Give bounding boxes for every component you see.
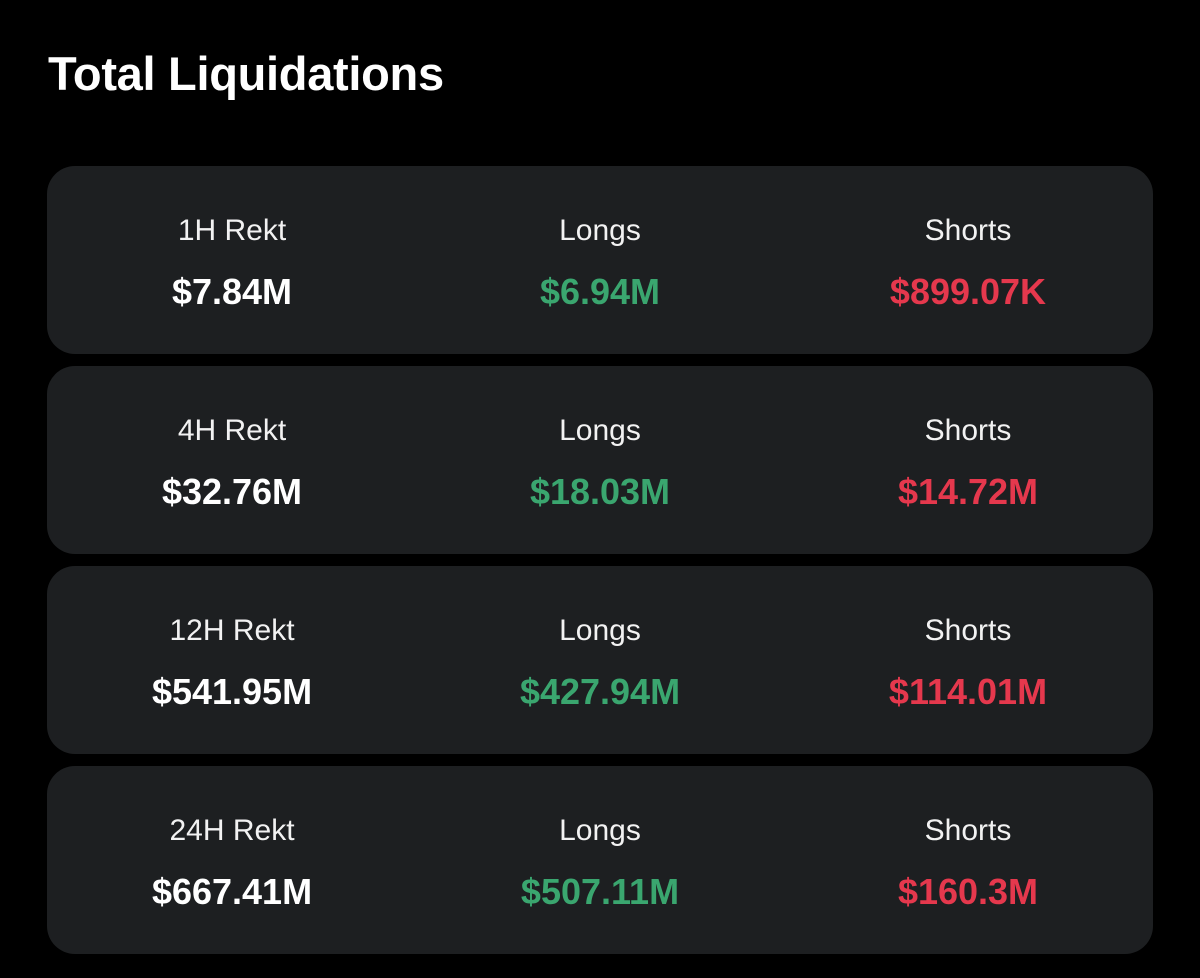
- longs-value: $6.94M: [539, 271, 661, 312]
- shorts-label: Shorts: [924, 614, 1012, 647]
- page-title: Total Liquidations: [48, 47, 444, 100]
- liquidation-card-12h: 12H Rekt $541.95M Longs $427.94M Shorts …: [47, 566, 1153, 754]
- liquidation-card-1h: 1H Rekt $7.84M Longs $6.94M Shorts $899.…: [47, 166, 1153, 354]
- liquidation-card-24h: 24H Rekt $667.41M Longs $507.11M Shorts …: [47, 766, 1153, 954]
- total-value: $32.76M: [161, 471, 303, 512]
- shorts-column: Shorts $160.3M: [783, 766, 1153, 914]
- total-column: 4H Rekt $32.76M: [47, 366, 417, 514]
- shorts-label: Shorts: [924, 414, 1012, 447]
- liquidation-cards: 1H Rekt $7.84M Longs $6.94M Shorts $899.…: [47, 166, 1153, 966]
- shorts-value: $114.01M: [888, 671, 1048, 712]
- total-column: 12H Rekt $541.95M: [47, 566, 417, 714]
- longs-column: Longs $18.03M: [417, 366, 783, 514]
- longs-column: Longs $6.94M: [417, 166, 783, 314]
- period-label: 24H Rekt: [169, 814, 295, 847]
- shorts-label: Shorts: [924, 214, 1012, 247]
- period-label: 1H Rekt: [177, 214, 287, 247]
- total-value: $667.41M: [151, 871, 313, 912]
- shorts-value: $160.3M: [897, 871, 1039, 912]
- longs-value: $18.03M: [529, 471, 671, 512]
- period-label: 12H Rekt: [169, 614, 295, 647]
- shorts-value: $899.07K: [889, 271, 1047, 312]
- total-column: 24H Rekt $667.41M: [47, 766, 417, 914]
- total-value: $541.95M: [151, 671, 313, 712]
- shorts-label: Shorts: [924, 814, 1012, 847]
- shorts-column: Shorts $14.72M: [783, 366, 1153, 514]
- total-column: 1H Rekt $7.84M: [47, 166, 417, 314]
- longs-column: Longs $507.11M: [417, 766, 783, 914]
- longs-label: Longs: [559, 614, 641, 647]
- total-value: $7.84M: [171, 271, 293, 312]
- shorts-column: Shorts $114.01M: [783, 566, 1153, 714]
- period-label: 4H Rekt: [177, 414, 287, 447]
- longs-value: $427.94M: [519, 671, 681, 712]
- liquidation-card-4h: 4H Rekt $32.76M Longs $18.03M Shorts $14…: [47, 366, 1153, 554]
- shorts-value: $14.72M: [897, 471, 1039, 512]
- longs-column: Longs $427.94M: [417, 566, 783, 714]
- shorts-column: Shorts $899.07K: [783, 166, 1153, 314]
- longs-label: Longs: [559, 214, 641, 247]
- longs-label: Longs: [559, 814, 641, 847]
- longs-value: $507.11M: [520, 871, 680, 912]
- longs-label: Longs: [559, 414, 641, 447]
